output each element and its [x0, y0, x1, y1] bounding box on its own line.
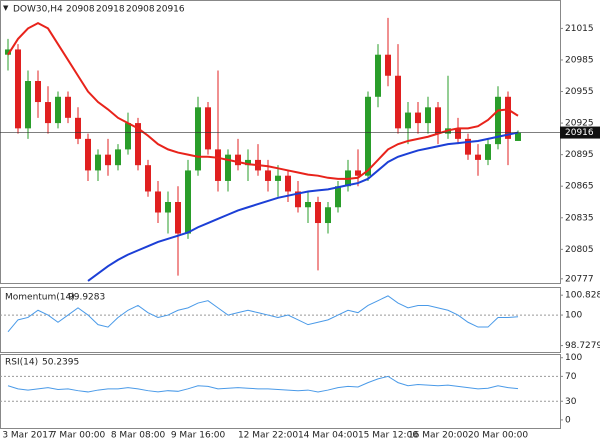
low-value: 20908: [126, 5, 155, 15]
rsi-value: 50.2395: [42, 358, 79, 368]
candle-body: [75, 117, 81, 139]
candle-body: [195, 107, 201, 171]
rsi-title: RSI(14): [5, 358, 38, 368]
candle-body: [25, 81, 31, 129]
open-value: 20908: [66, 5, 95, 15]
candle-body: [515, 132, 521, 141]
panel-frame: [0, 0, 561, 284]
x-tick-label: 20 Mar 00:00: [468, 431, 528, 441]
candle-body: [5, 49, 11, 55]
candle-body: [145, 165, 151, 192]
y-tick-label: 20777: [565, 274, 594, 284]
y-tick-label: 100: [565, 353, 582, 363]
candle-body: [85, 138, 91, 171]
panel-frame: [0, 287, 561, 353]
candle-body: [385, 54, 391, 76]
moving-average: [7, 22, 519, 180]
x-tick-label: 14 Mar 04:00: [298, 431, 358, 441]
y-tick-label: 100.8286: [565, 291, 600, 301]
candle-body: [415, 112, 421, 124]
x-tick-label: 15 Mar 12:00: [358, 431, 418, 441]
candle-body: [365, 96, 371, 176]
y-tick-label: 20805: [565, 245, 594, 255]
high-value: 20918: [96, 5, 125, 15]
candle-body: [405, 112, 411, 129]
candle-body: [505, 96, 511, 139]
candle-body: [455, 128, 461, 139]
candle-body: [225, 154, 231, 181]
candle-body: [435, 107, 441, 134]
candle-body: [95, 154, 101, 171]
candle-body: [285, 175, 291, 192]
momentum-value: 99.9283: [68, 293, 105, 303]
candle-body: [335, 186, 341, 208]
candle-body: [235, 154, 241, 166]
menu-arrow: ▼: [3, 4, 9, 12]
candle-body: [375, 54, 381, 97]
y-tick-label: 20955: [565, 87, 594, 97]
price-label: 20916: [565, 128, 594, 138]
x-tick-label: 7 Mar 00:00: [51, 431, 106, 441]
candle-body: [15, 49, 21, 129]
y-tick-label: 20835: [565, 213, 594, 223]
x-tick-label: 3 Mar 2017: [2, 431, 53, 441]
moving-average: [87, 131, 519, 282]
candle-body: [325, 207, 331, 224]
candle-body: [205, 107, 211, 150]
x-tick-label: 12 Mar 22:00: [238, 431, 298, 441]
candle-body: [155, 191, 161, 213]
candle-body: [485, 144, 491, 160]
momentum-title: Momentum(14): [5, 293, 75, 303]
y-tick-label: 20925: [565, 119, 594, 129]
y-tick-label: 98.7279: [565, 341, 600, 351]
y-tick-label: 20895: [565, 150, 594, 160]
candle-body: [275, 175, 281, 181]
y-tick-label: 20985: [565, 55, 594, 65]
panel-frame: [0, 354, 561, 429]
candle-body: [175, 201, 181, 234]
candle-body: [395, 75, 401, 129]
y-tick-label: 100: [565, 311, 582, 321]
candle-body: [315, 201, 321, 224]
y-tick-label: 20865: [565, 182, 594, 192]
y-tick-label: 0: [565, 415, 571, 425]
y-tick-label: 70: [565, 372, 577, 382]
candle-body: [125, 123, 131, 150]
candle-body: [245, 159, 251, 166]
candle-body: [475, 154, 481, 160]
candle-body: [165, 201, 171, 213]
close-value: 20916: [156, 5, 185, 15]
candle-body: [355, 170, 361, 176]
indicator-line: [7, 375, 519, 393]
candle-body: [55, 96, 61, 124]
candle-body: [465, 138, 471, 155]
candle-body: [305, 201, 311, 208]
indicator-line: [7, 295, 519, 333]
candle-body: [35, 81, 41, 103]
candle-body: [295, 191, 301, 208]
candle-body: [265, 170, 271, 181]
chart-title: DOW30,H4: [13, 5, 63, 15]
y-tick-label: 30: [565, 397, 577, 407]
y-tick-label: 21015: [565, 24, 594, 34]
candle-body: [425, 107, 431, 124]
candle-body: [65, 96, 71, 118]
x-tick-label: 16 Mar 20:00: [408, 431, 468, 441]
candle-body: [45, 102, 51, 124]
candle-body: [215, 149, 221, 181]
price-badge: [560, 126, 600, 139]
candle-body: [105, 154, 111, 166]
candle-body: [115, 149, 121, 166]
candle-body: [135, 123, 141, 166]
candle-body: [495, 96, 501, 145]
x-tick-label: 8 Mar 08:00: [111, 431, 166, 441]
x-tick-label: 9 Mar 16:00: [171, 431, 226, 441]
candle-body: [185, 170, 191, 234]
